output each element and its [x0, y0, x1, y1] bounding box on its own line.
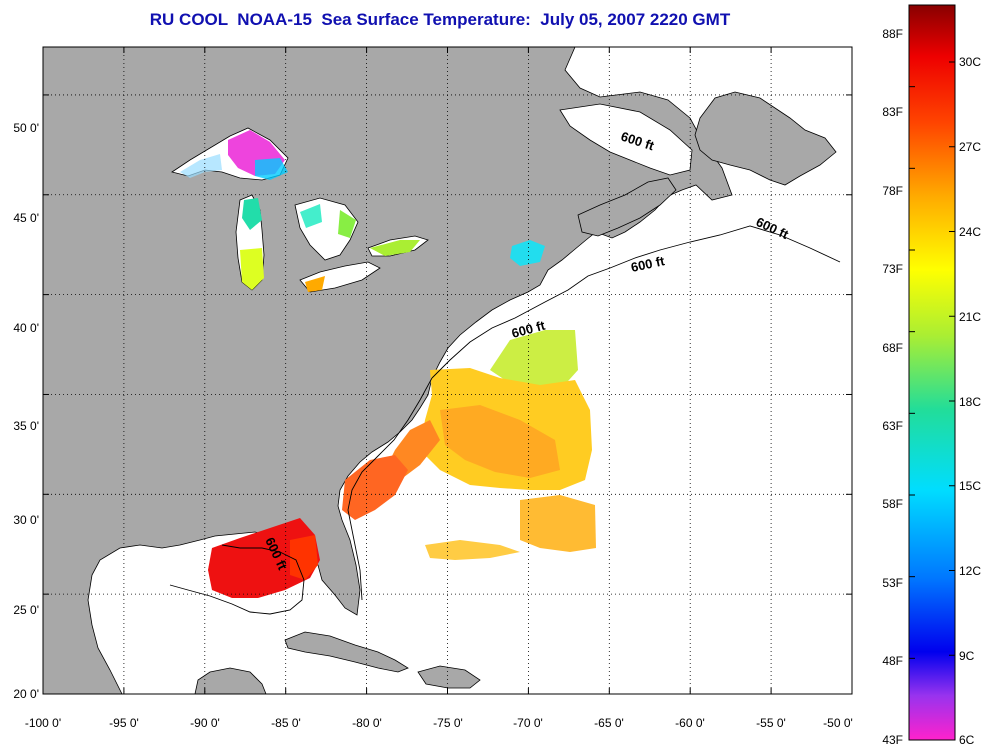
lat-tick-label: 30 0' [13, 513, 39, 527]
latitude-labels: 50 0' 45 0' 40 0' 35 0' 30 0' 25 0' 20 0… [13, 121, 39, 701]
lat-tick-label: 25 0' [13, 603, 39, 617]
lon-tick-label: -70 0' [513, 716, 543, 730]
colorbar-c-label: 24C [959, 225, 981, 239]
gridlines [43, 47, 852, 694]
colorbar [908, 4, 956, 741]
colorbar-c-label: 30C [959, 55, 981, 69]
gulf-of-st-lawrence [559, 103, 693, 176]
colorbar-c-label: 21C [959, 310, 981, 324]
colorbar-f-label: 83F [882, 105, 903, 119]
lon-tick-label: -60 0' [675, 716, 705, 730]
cuba [284, 631, 409, 673]
colorbar-c-label: 9C [959, 649, 975, 663]
colorbar-f-label: 73F [882, 262, 903, 276]
colorbar-c-label: 15C [959, 479, 981, 493]
lon-tick-label: -90 0' [190, 716, 220, 730]
colorbar-f-label: 53F [882, 576, 903, 590]
colorbar-c-label: 27C [959, 140, 981, 154]
lon-tick-label: -100 0' [25, 716, 61, 730]
colorbar-c-label: 18C [959, 395, 981, 409]
lon-tick-label: -80 0' [352, 716, 382, 730]
contour-label: 600 ft [630, 253, 667, 275]
hispaniola [417, 665, 481, 689]
map-title: RU COOL NOAA-15 Sea Surface Temperature:… [149, 10, 731, 29]
lon-tick-label: -85 0' [271, 716, 301, 730]
longitude-labels: -100 0' -95 0' -90 0' -85 0' -80 0' -75 … [25, 716, 853, 730]
lat-tick-label: 40 0' [13, 321, 39, 335]
isobath-600ft-contour [169, 225, 841, 615]
colorbar-c-label: 12C [959, 564, 981, 578]
colorbar-f-label: 63F [882, 419, 903, 433]
lon-tick-label: -75 0' [433, 716, 463, 730]
colorbar-f-label: 48F [882, 654, 903, 668]
colorbar-c-label: 6C [959, 733, 975, 747]
lat-tick-label: 35 0' [13, 419, 39, 433]
yucatan-peninsula [194, 667, 267, 694]
lon-tick-label: -55 0' [756, 716, 786, 730]
colorbar-celsius-labels: 30C 27C 24C 21C 18C 15C 12C 9C 6C [959, 55, 981, 747]
colorbar-f-label: 58F [882, 497, 903, 511]
colorbar-f-label: 43F [882, 733, 903, 747]
colorbar-f-label: 68F [882, 341, 903, 355]
colorbar-fahrenheit-labels: 88F 83F 78F 73F 68F 63F 58F 53F 48F 43F [882, 27, 903, 747]
lat-tick-label: 45 0' [13, 211, 39, 225]
axis-ticks [43, 47, 852, 694]
colorbar-ticks [909, 4, 955, 741]
sst-data [180, 130, 596, 598]
colorbar-f-label: 88F [882, 27, 903, 41]
north-america-landmass [43, 47, 733, 694]
newfoundland [694, 91, 837, 186]
colorbar-f-label: 78F [882, 184, 903, 198]
lat-tick-label: 50 0' [13, 121, 39, 135]
lon-tick-label: -65 0' [594, 716, 624, 730]
nova-scotia [577, 177, 677, 237]
lon-tick-label: -50 0' [823, 716, 853, 730]
lon-tick-label: -95 0' [109, 716, 139, 730]
lat-tick-label: 20 0' [13, 687, 39, 701]
